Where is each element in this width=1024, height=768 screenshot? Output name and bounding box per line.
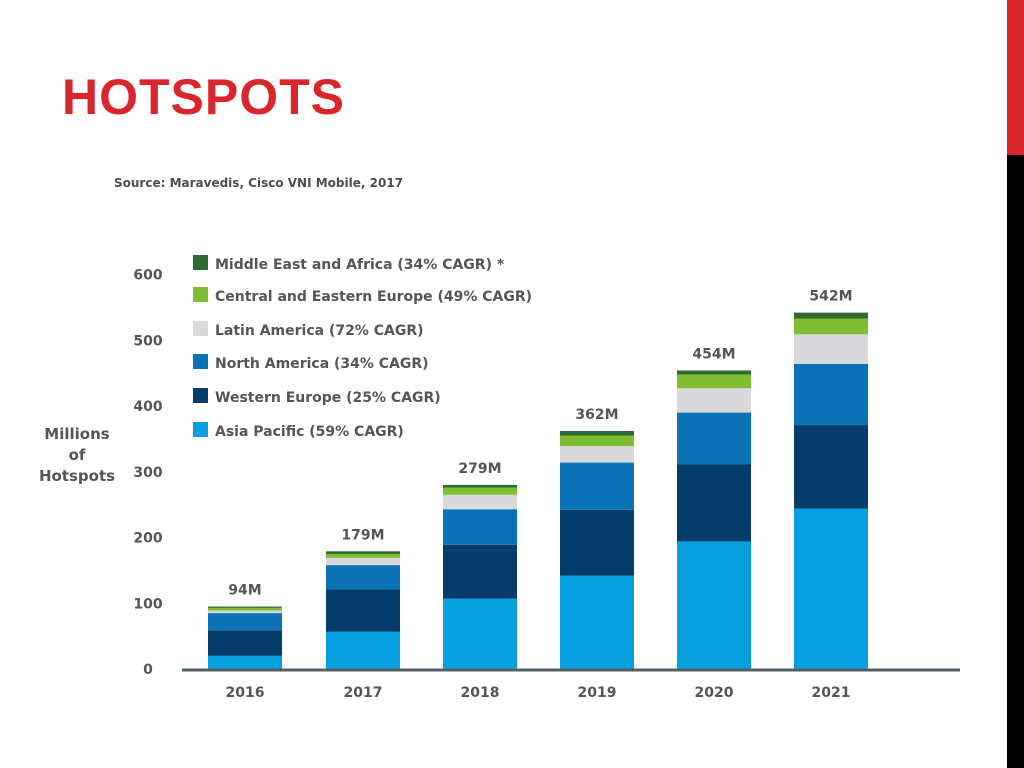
legend-swatch <box>193 321 208 336</box>
bar-segment-2017-5 <box>326 551 400 554</box>
bar-segment-2017-1 <box>326 589 400 632</box>
y-tick-label: 100 <box>133 596 162 612</box>
bar-segment-2016-4 <box>208 607 282 611</box>
bar-segment-2016-3 <box>208 610 282 614</box>
y-tick-label: 500 <box>133 333 162 349</box>
legend-swatch <box>193 422 208 437</box>
bar-segment-2018-4 <box>443 487 517 495</box>
bar-segment-2020-3 <box>677 388 751 413</box>
bar-segment-2019-2 <box>560 462 634 510</box>
bar-segment-2021-0 <box>794 508 868 669</box>
bar-segment-2017-4 <box>326 553 400 558</box>
accent-bar-black <box>1007 155 1024 768</box>
legend-swatch <box>193 388 208 403</box>
x-tick-label: 2018 <box>461 685 500 701</box>
legend-swatch <box>193 287 208 302</box>
bar-segment-2017-2 <box>326 565 400 590</box>
y-axis-label: Hotspots <box>39 467 115 485</box>
y-axis-label: Millions <box>44 425 109 443</box>
bar-segment-2016-2 <box>208 613 282 631</box>
bar-segment-2020-1 <box>677 464 751 542</box>
x-tick-label: 2017 <box>344 685 383 701</box>
bar-segment-2016-5 <box>208 606 282 608</box>
bar-segment-2021-4 <box>794 318 868 335</box>
legend-label: Latin America (72% CAGR) <box>215 323 424 339</box>
bar-segment-2019-4 <box>560 435 634 447</box>
bar-total-label: 362M <box>575 407 618 423</box>
legend-label: North America (34% CAGR) <box>215 356 429 372</box>
x-tick-label: 2016 <box>226 685 265 701</box>
x-tick-label: 2019 <box>578 685 617 701</box>
bar-segment-2021-2 <box>794 363 868 426</box>
stacked-bar-chart: 0 100 200 300 400 500 600 Millions of Hotspots 94M… <box>39 255 960 701</box>
bar-total-label: 94M <box>228 583 261 599</box>
bar-segment-2021-1 <box>794 425 868 509</box>
source-note: Source: Maravedis, Cisco VNI Mobile, 201… <box>114 176 404 190</box>
bar-segment-2020-2 <box>677 412 751 465</box>
accent-bar-red <box>1007 0 1024 155</box>
y-tick-label: 200 <box>133 531 162 547</box>
bar-total-label: 279M <box>458 461 501 477</box>
y-tick-label: 600 <box>133 268 162 284</box>
bar-total-label: 542M <box>809 289 852 305</box>
bar-segment-2018-1 <box>443 544 517 599</box>
bar-segment-2018-0 <box>443 598 517 669</box>
x-tick-label: 2020 <box>695 685 734 701</box>
y-axis-label: of <box>69 446 86 464</box>
x-tick-label: 2021 <box>812 685 851 701</box>
bar-segment-2018-5 <box>443 484 517 488</box>
legend-swatch <box>193 255 208 270</box>
bar-segment-2019-3 <box>560 446 634 463</box>
bar-total-label: 454M <box>692 346 735 362</box>
legend-swatch <box>193 354 208 369</box>
slide-title: HOTSPOTS <box>62 69 346 125</box>
bar-segment-2019-0 <box>560 575 634 669</box>
bar-segment-2016-0 <box>208 655 282 669</box>
bar-segment-2017-0 <box>326 631 400 669</box>
bar-segment-2021-3 <box>794 334 868 364</box>
bar-segment-2019-1 <box>560 509 634 576</box>
bar-segment-2020-4 <box>677 374 751 389</box>
y-tick-label: 0 <box>143 662 153 678</box>
legend-label: Middle East and Africa (34% CAGR) * <box>215 257 505 273</box>
y-tick-label: 400 <box>133 399 162 415</box>
bar-segment-2018-3 <box>443 494 517 510</box>
bar-segment-2018-2 <box>443 509 517 545</box>
bar-segment-2017-3 <box>326 557 400 566</box>
bar-segment-2021-5 <box>794 312 868 319</box>
bar-total-label: 179M <box>341 527 384 543</box>
legend-label: Western Europe (25% CAGR) <box>215 390 441 406</box>
bar-segment-2019-5 <box>560 430 634 436</box>
legend-label: Asia Pacific (59% CAGR) <box>215 424 404 440</box>
legend-label: Central and Eastern Europe (49% CAGR) <box>215 289 532 305</box>
bar-segment-2020-5 <box>677 370 751 375</box>
bar-segment-2016-1 <box>208 630 282 656</box>
bar-segment-2020-0 <box>677 541 751 669</box>
y-tick-label: 300 <box>133 465 162 481</box>
